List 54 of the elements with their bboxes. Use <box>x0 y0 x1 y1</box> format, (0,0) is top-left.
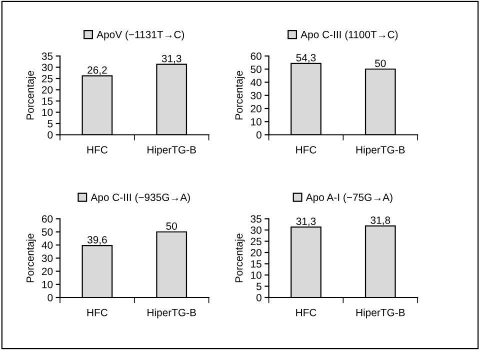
x-tick-label: HiperTG-B <box>148 146 196 156</box>
y-tick-label: 10 <box>42 108 53 116</box>
legend-label: Apo C-III (1100T→C) <box>300 30 398 40</box>
y-tick-label: 20 <box>42 86 53 94</box>
y-tick-label: 50 <box>250 66 262 73</box>
x-tick-label: HFC <box>296 308 316 316</box>
y-tick-label: 35 <box>42 52 53 60</box>
y-tick-label: 0 <box>256 294 262 302</box>
y-tick-label: 60 <box>250 52 262 60</box>
y-tick-label: 20 <box>250 105 262 112</box>
data-label: 31,8 <box>370 216 390 226</box>
data-label: 50 <box>375 60 386 68</box>
y-tick-label: 30 <box>250 92 262 100</box>
y-tick-label: 30 <box>42 254 53 262</box>
y-tick-label: 0 <box>48 131 53 139</box>
y-axis-title: Porcentaje <box>26 234 36 282</box>
y-tick-label: 5 <box>256 282 262 290</box>
y-tick-label: 25 <box>250 238 262 246</box>
y-tick-label: 10 <box>251 272 262 279</box>
y-tick-label: 25 <box>42 75 53 82</box>
data-label: 54,3 <box>296 54 316 63</box>
y-tick-label: 20 <box>42 268 53 276</box>
y-axis-title: Porcentaje <box>235 70 245 120</box>
y-tick-label: 5 <box>48 120 53 128</box>
y-tick-label: 20 <box>250 249 262 256</box>
data-label: 26,2 <box>88 66 107 75</box>
y-tick-label: 40 <box>250 78 262 86</box>
y-tick-label: 40 <box>42 242 53 249</box>
y-tick-label: 30 <box>42 64 53 72</box>
x-tick-label: HiperTG-B <box>148 308 196 318</box>
y-tick-label: 15 <box>42 98 53 105</box>
x-tick-label: HFC <box>87 308 108 316</box>
data-label: 39,6 <box>87 236 107 245</box>
legend-label: Apo A-I (−75G→A) <box>306 193 392 204</box>
x-tick-label: HiperTG-B <box>356 308 405 318</box>
y-tick-label: 0 <box>256 131 262 139</box>
y-tick-label: 30 <box>250 226 262 234</box>
y-tick-label: 10 <box>251 118 262 126</box>
data-label: 50 <box>166 222 177 230</box>
x-tick-label: HFC <box>87 146 108 154</box>
legend-label: Apo C-III (−935G→A) <box>90 193 190 204</box>
data-label: 31,3 <box>162 54 182 64</box>
y-tick-label: 10 <box>42 280 53 288</box>
y-tick-label: 15 <box>251 260 262 268</box>
x-tick-label: HFC <box>296 146 316 154</box>
y-tick-label: 60 <box>42 215 53 223</box>
y-tick-label: 35 <box>250 215 262 223</box>
y-axis-title: Porcentaje <box>26 70 36 120</box>
y-tick-label: 0 <box>48 294 53 302</box>
legend-label: ApoV (−1131T→C) <box>96 30 184 40</box>
x-tick-label: HiperTG-B <box>356 146 405 156</box>
data-label: 31,3 <box>296 218 316 226</box>
y-axis-title: Porcentaje <box>235 234 245 282</box>
y-tick-label: 50 <box>42 228 53 236</box>
